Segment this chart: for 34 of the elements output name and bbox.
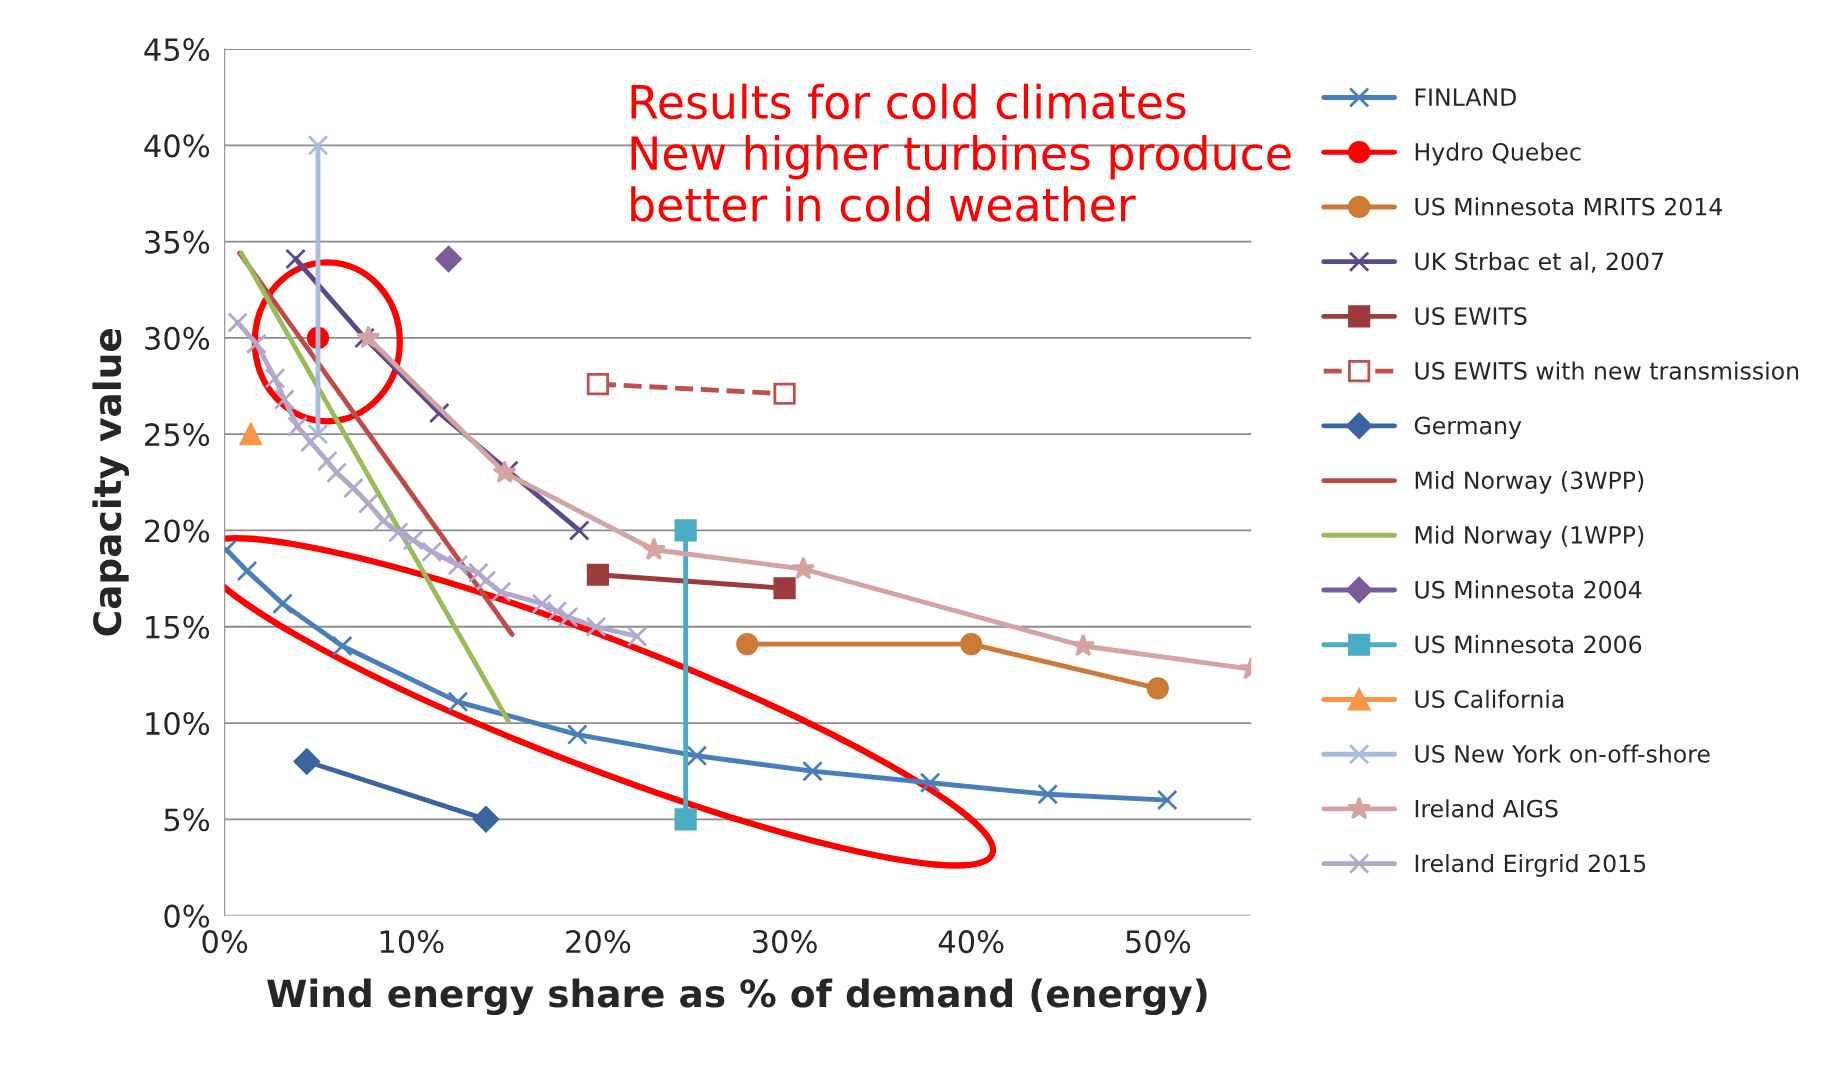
x-tick-label: 0%	[202, 930, 248, 954]
y-tick-label: 45%	[144, 37, 210, 62]
legend-label: US New York on-off-shore	[1415, 744, 1710, 763]
legend-label: Germany	[1414, 416, 1522, 440]
x-tick-label: 30%	[752, 930, 817, 954]
y-tick-label: 0%	[164, 904, 210, 928]
x-tick-label: 20%	[566, 930, 631, 954]
y-tick-label: 35%	[145, 230, 210, 254]
annotation: Results for cold climates New higher turbines produce better in cold weather	[631, 83, 1291, 222]
y-tick-label: 20%	[145, 519, 210, 543]
x-tick-label: 40%	[938, 930, 1004, 954]
y-tick-label: 5%	[164, 808, 210, 832]
legend-label: Mid Norway (3WPP)	[1415, 470, 1644, 494]
legend-label: FINLAND	[1415, 88, 1516, 106]
legend-label: US Minnesota MRITS 2014	[1415, 197, 1723, 216]
legend-label: Mid Norway (1WPP)	[1415, 525, 1644, 549]
y-tick-label: 10%	[146, 711, 210, 736]
y-axis-title: Capacity value	[92, 329, 129, 636]
legend-label: US Minnesota 2004	[1415, 580, 1642, 599]
x-tick-label: 50%	[1126, 930, 1191, 954]
y-tick-label: 25%	[145, 423, 210, 447]
legend-label: US EWITS with new transmission	[1415, 361, 1799, 380]
y-tick-label: 15%	[146, 615, 210, 639]
legend-label: Ireland AIGS	[1415, 799, 1558, 818]
legend-label: US EWITS	[1415, 307, 1527, 325]
legend-label: UK Strbac et al, 2007	[1415, 251, 1664, 273]
legend-label: Ireland Eirgrid 2015	[1415, 853, 1646, 877]
y-tick-label: 40%	[144, 134, 210, 158]
legend-label: US Minnesota 2006	[1415, 635, 1642, 654]
x-axis-title: Wind energy share as % of demand (energy)	[267, 978, 1207, 1016]
y-tick-label: 30%	[145, 326, 210, 350]
legend-label: US California	[1415, 689, 1564, 709]
x-tick-label: 10%	[380, 930, 444, 954]
legend-label: Hydro Quebec	[1415, 142, 1581, 166]
